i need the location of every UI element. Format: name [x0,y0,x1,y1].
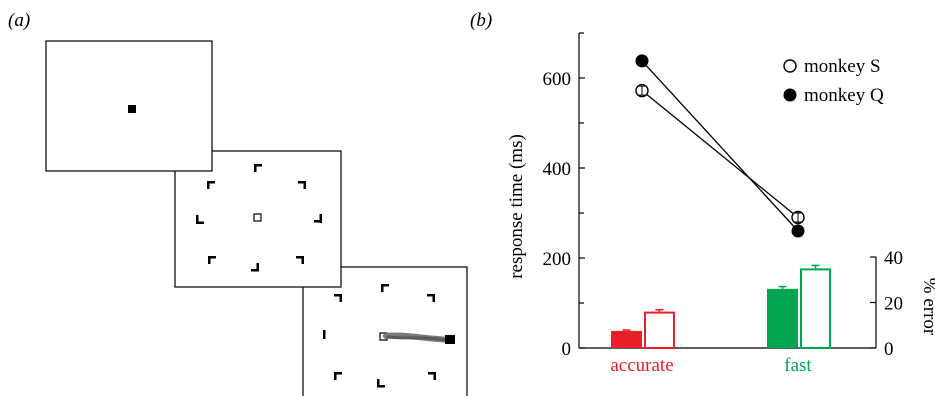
eye-trace [383,332,455,344]
x-tick-label-fast: fast [784,355,812,376]
point-monkey-Q [791,224,805,238]
point-monkey-Q [635,54,649,68]
line-monkey-S [641,90,799,219]
y-axis-label-left: response time (ms) [506,134,527,279]
y-tick-label-right: 20 [884,294,903,315]
response-time-chart: 0 200 400 600 response time (ms) 0 20 40 % error… [506,32,935,376]
legend-marker [783,59,797,73]
bar-fast-filled [767,288,798,348]
bar-accurate-open [644,311,675,350]
screen-fixation [45,40,213,172]
y-tick-label-left: 600 [543,69,572,90]
x-tick-label-accurate: accurate [610,355,673,376]
screen-saccade [302,266,468,396]
bar-fast-open [800,268,831,349]
target-markers [196,164,322,272]
y-tick-label-left: 400 [543,159,572,180]
panel-a-label: (a) [8,10,30,31]
fixation-point [128,105,136,113]
y-axis-label-right: % error [919,278,935,336]
line-monkey-Q [641,60,799,232]
y-tick-label-left: 0 [562,339,572,360]
y-tick-label-right: 0 [884,339,894,360]
fixation-box [253,213,262,222]
bar-accurate-filled [611,330,642,348]
legend-label: monkey S [804,56,881,77]
legend-marker [783,88,797,102]
y-tick-label-right: 40 [884,248,903,269]
legend-label: monkey Q [804,85,884,106]
target-markers [323,284,436,388]
screen-array [174,150,342,288]
screen-frame [302,266,468,396]
panel-a-screens [45,40,468,396]
y-tick-label-left: 200 [543,249,572,270]
panel-b-label: (b) [470,10,492,31]
